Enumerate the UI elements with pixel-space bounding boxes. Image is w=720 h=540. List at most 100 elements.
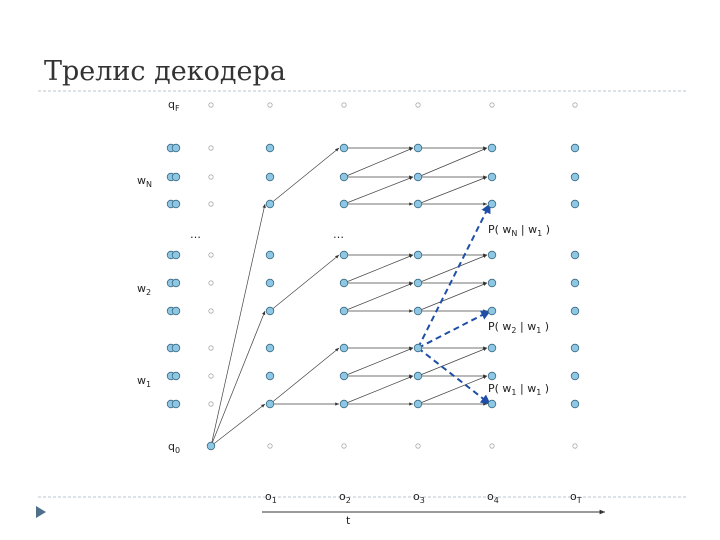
state-node — [339, 399, 349, 409]
label-base: q — [168, 440, 175, 453]
state-node — [570, 278, 580, 288]
state-node — [339, 199, 349, 209]
states-grid — [166, 102, 580, 451]
state-node — [570, 250, 580, 260]
state-node — [208, 345, 214, 351]
state-node — [267, 102, 273, 108]
state-node — [171, 250, 181, 260]
state-node — [208, 201, 214, 207]
probability-arrow — [417, 310, 491, 349]
state-node — [572, 102, 578, 108]
probability-label: P( wN | w1 ) — [488, 223, 550, 238]
transition-arrow — [210, 403, 266, 447]
label-sub: 1 — [536, 388, 541, 397]
label-sub: 1 — [511, 388, 516, 397]
ellipsis: … — [333, 228, 344, 241]
state-node — [265, 343, 275, 353]
state-node — [487, 143, 497, 153]
state-node — [208, 145, 214, 151]
observation-label: o3 — [413, 490, 425, 505]
state-node — [570, 172, 580, 182]
state-node — [265, 371, 275, 381]
state-node — [413, 250, 423, 260]
state-node — [413, 306, 423, 316]
state-node — [487, 371, 497, 381]
transition-arrow — [343, 347, 414, 377]
state-node — [208, 102, 214, 108]
time-label: t — [346, 514, 351, 527]
state-node — [415, 443, 421, 449]
label-part: P( w — [488, 382, 511, 395]
state-node — [171, 399, 181, 409]
state-node — [487, 278, 497, 288]
state-node — [267, 443, 273, 449]
transition-arrow — [343, 147, 414, 178]
label-sub: N — [511, 229, 517, 238]
state-node — [171, 199, 181, 209]
state-node — [487, 250, 497, 260]
state-node — [570, 399, 580, 409]
state-node — [208, 373, 214, 379]
transition-arrow — [269, 147, 340, 205]
state-node — [570, 343, 580, 353]
transition-arrow — [417, 282, 488, 312]
state-node — [265, 143, 275, 153]
probability-arrow — [417, 347, 491, 405]
state-node — [570, 371, 580, 381]
transition-arrow — [417, 347, 488, 377]
label-sub: 1 — [272, 496, 277, 505]
state-node — [339, 143, 349, 153]
label-part: ) — [542, 223, 550, 236]
state-label: w2 — [137, 282, 151, 297]
label-part: | w — [517, 223, 537, 236]
state-node — [413, 199, 423, 209]
label-sub: F — [175, 104, 180, 113]
state-node — [487, 306, 497, 316]
state-node — [265, 306, 275, 316]
state-node — [339, 250, 349, 260]
label-part: ) — [541, 320, 549, 333]
label-base: o — [487, 490, 494, 503]
state-node — [339, 343, 349, 353]
observation-label: oT — [570, 490, 582, 505]
state-node — [208, 174, 214, 180]
state-node — [265, 278, 275, 288]
observation-label: o2 — [339, 490, 351, 505]
transition-arrow — [417, 176, 488, 205]
label-part: P( w — [488, 320, 511, 333]
state-node — [489, 443, 495, 449]
transition-arrow — [210, 310, 266, 447]
state-label: q0 — [168, 440, 180, 455]
label-base: o — [413, 490, 420, 503]
probability-arrow — [417, 203, 491, 349]
transition-arrow — [269, 254, 340, 312]
state-node — [413, 343, 423, 353]
slide-title: Трелис декодера — [44, 56, 286, 87]
label-base: w — [137, 174, 146, 187]
label-sub: T — [576, 496, 582, 505]
transition-arrow — [343, 375, 414, 405]
state-node — [208, 401, 214, 407]
label-sub: 3 — [420, 496, 425, 505]
state-node — [208, 252, 214, 258]
label-part: | w — [517, 320, 537, 333]
transition-arrow — [343, 282, 414, 312]
state-node — [208, 308, 214, 314]
label-base: q — [168, 98, 175, 111]
state-node — [206, 441, 216, 451]
state-node — [208, 280, 214, 286]
state-node — [413, 172, 423, 182]
label-part: ) — [541, 382, 549, 395]
label-base: o — [265, 490, 272, 503]
state-node — [570, 143, 580, 153]
label-sub: 1 — [536, 326, 541, 335]
state-node — [413, 278, 423, 288]
state-node — [413, 143, 423, 153]
state-node — [415, 102, 421, 108]
label-sub: 0 — [175, 446, 180, 455]
label-sub: 1 — [537, 229, 542, 238]
state-node — [339, 278, 349, 288]
label-sub: 2 — [146, 288, 151, 297]
transition-arrow — [417, 147, 488, 178]
